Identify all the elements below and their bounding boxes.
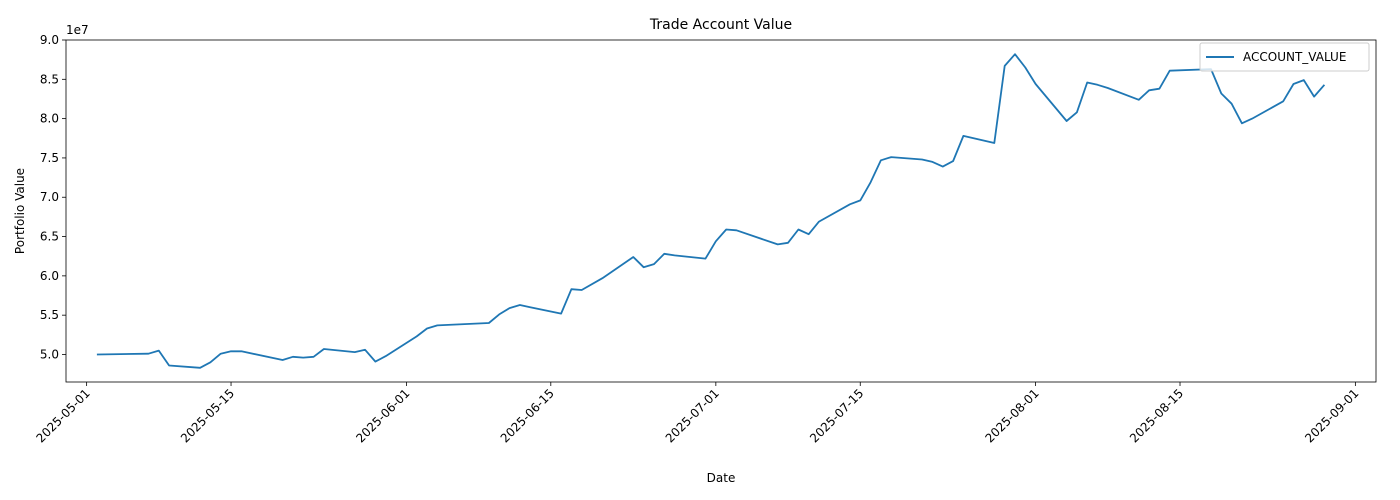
y-tick-label: 6.5	[40, 230, 59, 244]
y-tick-label: 7.0	[40, 190, 59, 204]
y-tick-label: 8.5	[40, 72, 59, 86]
y-tick-label: 5.0	[40, 347, 59, 361]
y-axis-title: Portfolio Value	[13, 168, 27, 254]
y-tick-label: 5.5	[40, 308, 59, 322]
y-tick-label: 6.0	[40, 269, 59, 283]
chart-title: Trade Account Value	[649, 17, 792, 33]
y-tick-label: 7.5	[40, 151, 59, 165]
series-line	[96, 53, 1326, 369]
y-scale-label: 1e7	[66, 23, 89, 37]
legend: ACCOUNT_VALUE	[1199, 42, 1370, 72]
legend-label: ACCOUNT_VALUE	[1243, 50, 1346, 64]
legend-box	[1199, 42, 1370, 72]
series-layer	[96, 53, 1326, 369]
y-tick-label: 8.0	[40, 112, 59, 126]
y-tick-label: 9.0	[40, 33, 59, 47]
x-axis-title: Date	[707, 471, 736, 485]
y-axis: 5.0 5.5 6.0 6.5 7.0 7.5 8.0 8.5 9.0	[40, 33, 66, 361]
plot-frame	[65, 39, 1377, 383]
